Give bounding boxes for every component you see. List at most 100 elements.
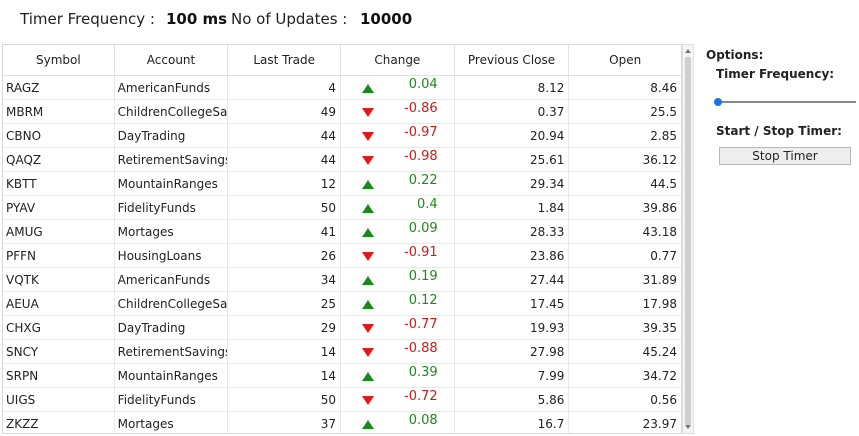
timer-frequency-slider-track[interactable] [718, 101, 856, 103]
cell-last-trade: 41 [228, 220, 342, 243]
column-header-account[interactable]: Account [115, 45, 229, 75]
arrow-up-icon [362, 228, 375, 237]
cell-open: 43.18 [642, 224, 678, 239]
table-row[interactable]: SRPN MountainRanges 14 0.39 7.99 34.72 [3, 364, 681, 388]
change-value: -0.77 [404, 317, 438, 332]
cell-open: 31.89 [642, 272, 678, 287]
scroll-down-arrow-icon[interactable] [685, 425, 691, 429]
arrow-down-icon [362, 156, 375, 165]
cell-open: 44.5 [650, 176, 678, 191]
cell-change: 0.19 [341, 268, 455, 291]
cell-open: 34.72 [642, 368, 678, 383]
cell-last-trade: 50 [228, 388, 342, 411]
table-row[interactable]: UIGS FidelityFunds 50 -0.72 5.86 0.56 [3, 388, 681, 412]
updates-count-label: No of Updates : [231, 10, 348, 28]
cell-account: DayTrading [115, 316, 229, 339]
table-row[interactable]: RAGZ AmericanFunds 4 0.04 8.12 8.46 [3, 76, 681, 100]
cell-account: Mortages [115, 220, 229, 243]
cell-open: 23.97 [642, 416, 678, 431]
cell-symbol: VQTK [3, 268, 115, 291]
cell-previous-close: 8.12 [455, 76, 570, 99]
cell-last-trade: 44 [228, 148, 342, 171]
cell-last-trade: 50 [228, 196, 342, 219]
cell-open: 0.77 [650, 248, 678, 263]
cell-change: -0.88 [341, 340, 455, 363]
scroll-up-arrow-icon[interactable] [685, 49, 691, 53]
cell-open: 25.5 [650, 104, 678, 119]
column-header-last-trade[interactable]: Last Trade [228, 45, 342, 75]
updates-count-value: 10000 [360, 10, 413, 28]
change-value: 0.4 [416, 197, 438, 212]
table-row[interactable]: CBNO DayTrading 44 -0.97 20.94 2.85 [3, 124, 681, 148]
cell-account: Mortages [115, 412, 229, 433]
scrollbar-thumb[interactable] [685, 57, 691, 425]
cell-previous-close: 0.37 [455, 100, 570, 123]
cell-symbol: MBRM [3, 100, 115, 123]
grid-body: RAGZ AmericanFunds 4 0.04 8.12 8.46 MBRM Childr… [3, 76, 681, 433]
arrow-down-icon [362, 396, 375, 405]
table-row[interactable]: MBRMChildrenCollegeSavir49 -0.86 0.37 25.5 [3, 100, 681, 124]
change-value: 0.22 [408, 173, 438, 188]
table-row[interactable]: AEUAChildrenCollegeSavir25 0.12 17.45 17.98 [3, 292, 681, 316]
table-row[interactable]: PFFN HousingLoans 26 -0.91 23.86 0.77 [3, 244, 681, 268]
grid-vertical-scrollbar[interactable] [682, 44, 694, 434]
cell-open: 39.86 [642, 200, 678, 215]
table-row[interactable]: SNCY RetirementSavings 14 -0.88 27.98 45.24 [3, 340, 681, 364]
cell-change: 0.09 [341, 220, 455, 243]
status-bar: Timer Frequency : 100 ms No of Updates :… [0, 0, 859, 40]
cell-previous-close: 27.44 [455, 268, 570, 291]
change-value: -0.97 [404, 125, 438, 140]
cell-open: 39.35 [642, 320, 678, 335]
cell-change: 0.08 [341, 412, 455, 433]
cell-symbol: CHXG [3, 316, 115, 339]
cell-change: -0.91 [341, 244, 455, 267]
timer-frequency-slider-thumb[interactable] [714, 98, 722, 106]
cell-change: 0.12 [341, 292, 455, 315]
cell-previous-close: 1.84 [455, 196, 570, 219]
stop-timer-button[interactable]: Stop Timer [719, 147, 851, 165]
column-header-open[interactable]: Open [609, 53, 642, 67]
cell-change: 0.04 [341, 76, 455, 99]
arrow-up-icon [362, 84, 375, 93]
cell-previous-close: 27.98 [455, 340, 570, 363]
column-header-change[interactable]: Change [341, 45, 455, 75]
cell-account: HousingLoans [115, 244, 229, 267]
arrow-down-icon [362, 324, 375, 333]
cell-symbol: SNCY [3, 340, 115, 363]
cell-account: FidelityFunds [115, 196, 229, 219]
column-header-symbol[interactable]: Symbol [3, 45, 115, 75]
cell-last-trade: 26 [228, 244, 342, 267]
cell-open: 8.46 [650, 80, 678, 95]
cell-open: 45.24 [642, 344, 678, 359]
table-row[interactable]: CHXG DayTrading 29 -0.77 19.93 39.35 [3, 316, 681, 340]
cell-account: RetirementSavings [115, 340, 229, 363]
table-row[interactable]: VQTK AmericanFunds 34 0.19 27.44 31.89 [3, 268, 681, 292]
arrow-up-icon [362, 300, 375, 309]
table-row[interactable]: AMUG Mortages 41 0.09 28.33 43.18 [3, 220, 681, 244]
cell-previous-close: 29.34 [455, 172, 570, 195]
cell-change: -0.97 [341, 124, 455, 147]
table-row[interactable]: PYAV FidelityFunds 50 0.4 1.84 39.86 [3, 196, 681, 220]
cell-previous-close: 16.7 [455, 412, 570, 433]
arrow-down-icon [362, 252, 375, 261]
cell-last-trade: 12 [228, 172, 342, 195]
cell-change: -0.77 [341, 316, 455, 339]
table-row[interactable]: KBTT MountainRanges 12 0.22 29.34 44.5 [3, 172, 681, 196]
stock-data-grid[interactable]: Symbol Account Last Trade Change Previou… [2, 44, 682, 434]
timer-frequency-slider-label: Timer Frequency: [716, 67, 835, 81]
cell-account: ChildrenCollegeSavir [115, 292, 229, 315]
options-title: Options: [706, 48, 764, 62]
arrow-down-icon [362, 132, 375, 141]
cell-last-trade: 14 [228, 364, 342, 387]
cell-account: FidelityFunds [115, 388, 229, 411]
cell-previous-close: 20.94 [455, 124, 570, 147]
arrow-up-icon [362, 420, 375, 429]
column-header-previous-close[interactable]: Previous Close [455, 45, 570, 75]
cell-last-trade: 44 [228, 124, 342, 147]
table-row[interactable]: ZKZZ Mortages 37 0.08 16.7 23.97 [3, 412, 681, 433]
grid-header: Symbol Account Last Trade Change Previou… [3, 45, 681, 76]
change-value: 0.39 [408, 365, 438, 380]
table-row[interactable]: QAQZ RetirementSavings 44 -0.98 25.61 36.12 [3, 148, 681, 172]
cell-account: RetirementSavings [115, 148, 229, 171]
cell-open: 2.85 [650, 128, 678, 143]
